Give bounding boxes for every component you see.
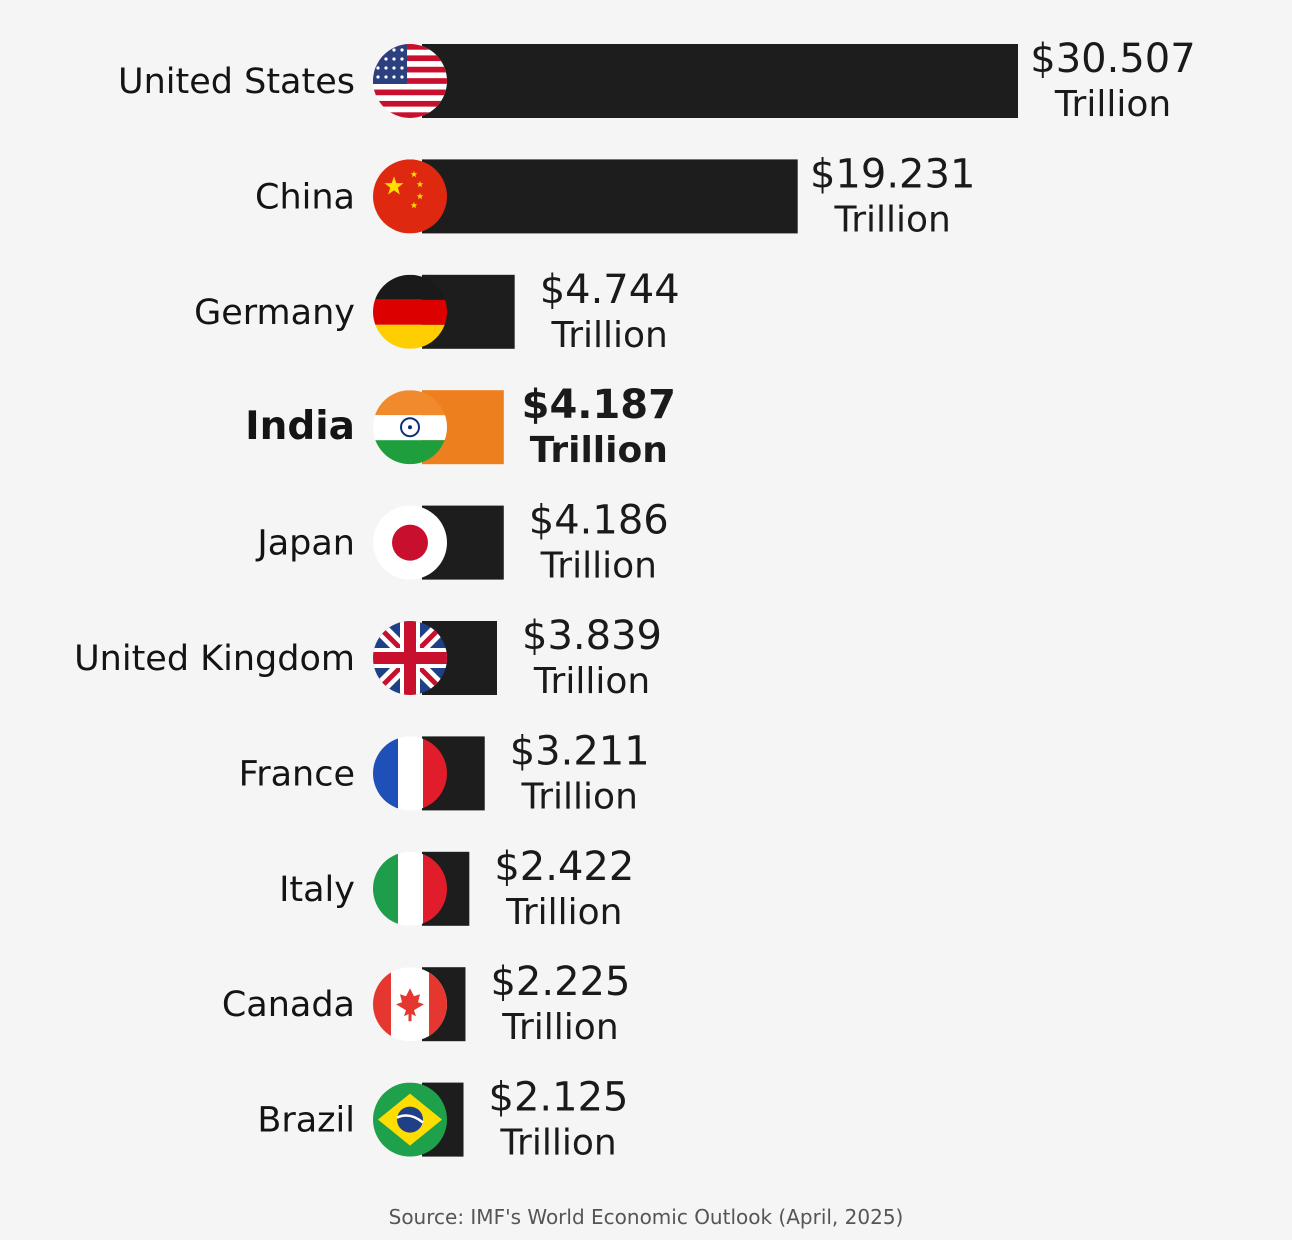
uk-flag-icon xyxy=(373,621,447,695)
source-note: Source: IMF's World Economic Outlook (Ap… xyxy=(388,1205,904,1229)
value-label: $4.187 xyxy=(522,382,676,428)
unit-label: Trillion xyxy=(551,315,668,356)
value-label: $4.186 xyxy=(529,498,669,544)
japan-flag-icon xyxy=(373,505,447,580)
value-label: $2.422 xyxy=(494,844,634,890)
country-label: United Kingdom xyxy=(74,639,355,679)
value-label: $19.231 xyxy=(810,151,975,197)
bar xyxy=(422,44,1018,118)
china-flag-icon xyxy=(373,159,447,234)
country-label: Canada xyxy=(222,985,355,1025)
france-flag-icon xyxy=(373,736,447,811)
country-label: China xyxy=(255,177,355,217)
canada-flag-icon xyxy=(373,967,447,1042)
unit-label: Trillion xyxy=(499,1123,616,1164)
unit-label: Trillion xyxy=(533,661,650,702)
value-label: $4.744 xyxy=(540,267,680,313)
value-label: $3.839 xyxy=(522,613,662,659)
unit-label: Trillion xyxy=(834,199,951,240)
unit-label: Trillion xyxy=(501,1007,618,1048)
country-label: India xyxy=(245,404,355,449)
country-label: Japan xyxy=(255,524,355,564)
brazil-flag-icon xyxy=(373,1082,447,1157)
unit-label: Trillion xyxy=(540,546,657,587)
value-label: $2.125 xyxy=(489,1075,629,1121)
unit-label: Trillion xyxy=(1054,84,1171,125)
india-flag-icon xyxy=(373,390,447,465)
unit-label: Trillion xyxy=(521,776,638,817)
country-label: United States xyxy=(118,62,355,102)
value-label: $2.225 xyxy=(490,959,630,1005)
country-label: France xyxy=(239,754,355,794)
country-label: Brazil xyxy=(257,1101,355,1141)
unit-label: Trillion xyxy=(505,892,622,933)
country-label: Italy xyxy=(279,870,355,910)
value-label: $3.211 xyxy=(510,728,650,774)
country-label: Germany xyxy=(194,293,355,333)
germany-flag-icon xyxy=(373,274,447,349)
us-flag-icon xyxy=(373,44,447,118)
italy-flag-icon xyxy=(373,851,447,926)
value-label: $30.507 xyxy=(1030,36,1195,82)
unit-label: Trillion xyxy=(530,430,668,471)
bar xyxy=(422,159,798,234)
